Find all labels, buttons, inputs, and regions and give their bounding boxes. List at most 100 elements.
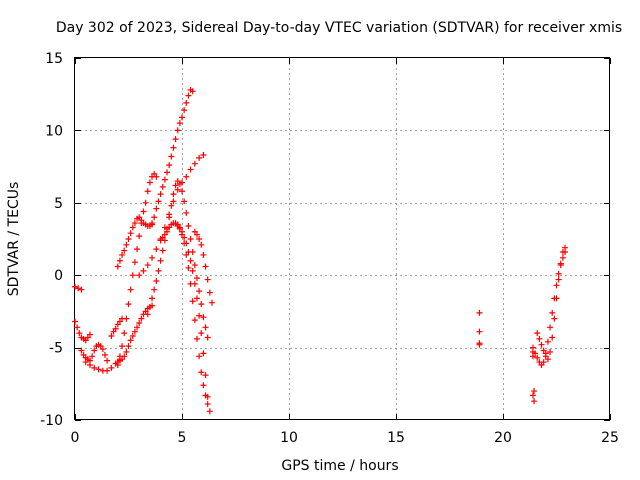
- data-point: [140, 208, 147, 215]
- data-point: [196, 288, 203, 295]
- data-point: [204, 334, 211, 341]
- data-point: [198, 241, 205, 248]
- series-arc-g: [114, 170, 160, 368]
- data-point: [557, 262, 564, 269]
- data-point: [146, 304, 153, 311]
- data-point: [144, 188, 151, 195]
- data-point: [191, 317, 198, 324]
- data-point: [196, 154, 203, 161]
- data-point: [189, 298, 196, 305]
- data-point: [161, 176, 168, 183]
- data-point: [187, 257, 194, 264]
- data-point: [129, 272, 136, 279]
- data-point: [144, 262, 151, 269]
- series-arc-e: [108, 315, 126, 340]
- data-point: [95, 366, 102, 373]
- data-point: [559, 254, 566, 261]
- y-axis-label: SDTVAR / TECUs: [6, 182, 22, 297]
- data-point: [149, 220, 156, 227]
- series-arc-n: [191, 228, 215, 306]
- data-point: [149, 295, 156, 302]
- data-point: [138, 220, 145, 227]
- data-point: [164, 169, 171, 176]
- data-point: [196, 236, 203, 242]
- data-point: [549, 334, 556, 341]
- x-tick-label: 0: [71, 430, 80, 446]
- data-point: [476, 341, 483, 348]
- data-point: [157, 257, 164, 264]
- data-point: [187, 236, 194, 242]
- data-point: [200, 152, 207, 159]
- data-point: [75, 285, 82, 292]
- data-point: [183, 99, 190, 106]
- data-point: [185, 92, 192, 99]
- data-point: [476, 328, 483, 335]
- data-point: [78, 347, 85, 354]
- x-tick-label: 5: [178, 430, 187, 446]
- data-point: [78, 286, 85, 293]
- data-point: [149, 254, 156, 261]
- data-point: [136, 319, 143, 326]
- data-point: [104, 367, 111, 374]
- data-point: [531, 398, 538, 405]
- data-point: [155, 198, 162, 205]
- data-point: [176, 120, 183, 127]
- series-arc-i: [149, 86, 196, 227]
- data-point: [185, 222, 192, 229]
- data-point: [540, 359, 547, 366]
- data-point: [200, 314, 207, 321]
- data-point: [131, 220, 138, 227]
- data-point: [116, 257, 123, 264]
- data-point: [189, 88, 196, 95]
- data-point: [134, 324, 141, 331]
- data-point: [76, 330, 83, 337]
- y-tick-label: 0: [54, 268, 63, 284]
- data-point: [204, 276, 211, 283]
- data-point: [183, 251, 190, 258]
- data-point: [181, 240, 188, 247]
- data-point: [131, 328, 138, 335]
- data-point: [538, 341, 545, 348]
- data-point: [112, 325, 119, 332]
- data-point: [191, 160, 198, 167]
- y-tick-label: 15: [45, 51, 63, 67]
- data-point: [170, 144, 177, 151]
- data-point: [151, 286, 158, 293]
- data-point: [127, 337, 134, 344]
- data-point: [121, 330, 128, 337]
- series-arc-m: [174, 222, 213, 415]
- data-point: [166, 214, 173, 221]
- axis-ticks: 0 5 10 15 20 25 -10 -5 0 5 10 15: [40, 51, 619, 446]
- data-point: [164, 228, 171, 235]
- x-tick-label: 20: [494, 430, 512, 446]
- grid: [75, 58, 610, 420]
- data-point: [531, 388, 538, 395]
- data-point: [146, 179, 153, 186]
- data-point: [179, 188, 185, 195]
- series-arc-k: [144, 178, 211, 341]
- data-point: [153, 205, 160, 212]
- data-point: [193, 335, 200, 342]
- y-tick-label: 10: [45, 123, 63, 139]
- data-point: [549, 309, 556, 316]
- series-arc-p: [529, 344, 538, 405]
- data-point: [134, 246, 141, 253]
- data-point: [187, 280, 194, 287]
- data-point: [547, 348, 554, 355]
- data-point: [153, 277, 160, 284]
- data-point: [193, 295, 200, 302]
- data-point: [181, 107, 188, 114]
- series-arc-j: [136, 152, 207, 279]
- series-arc-r: [532, 249, 569, 368]
- data-point: [121, 353, 128, 360]
- data-point: [476, 309, 483, 316]
- y-tick-label: -5: [49, 341, 63, 357]
- data-point: [562, 249, 569, 256]
- series-arc-q: [534, 244, 569, 363]
- data-point: [138, 315, 145, 322]
- data-point: [123, 348, 130, 355]
- data-point: [86, 331, 93, 338]
- data-point: [140, 267, 147, 274]
- data-point: [206, 289, 213, 296]
